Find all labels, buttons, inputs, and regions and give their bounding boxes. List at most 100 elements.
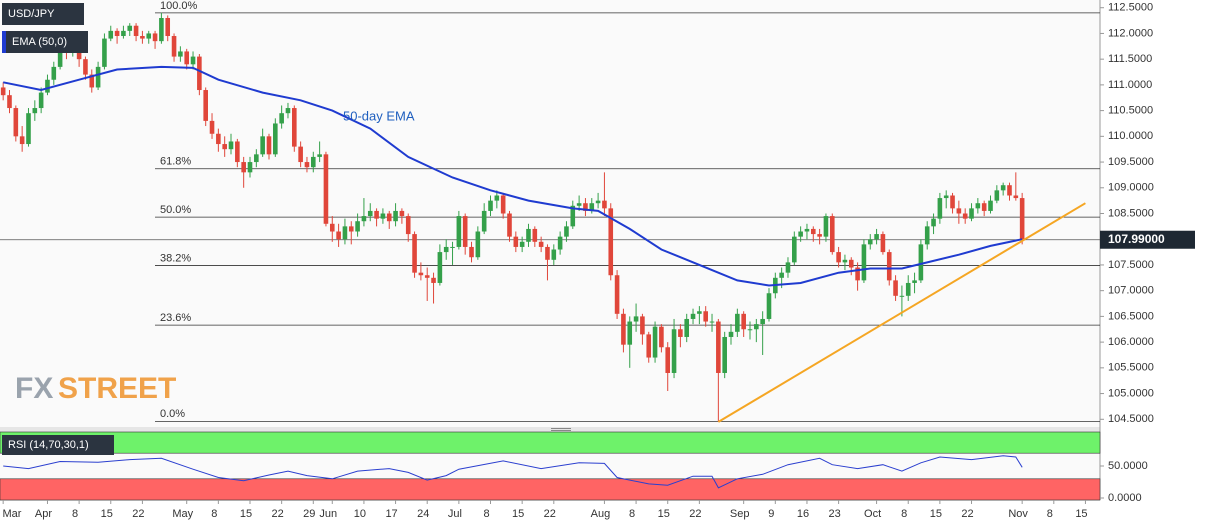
candle-body xyxy=(367,210,373,217)
ema-line xyxy=(3,65,1023,287)
candle-body xyxy=(842,259,848,263)
candle-body xyxy=(241,162,246,173)
y-tick-label: 112.5000 xyxy=(1108,2,1153,14)
candle-body xyxy=(13,108,19,137)
x-tick-label: 15 xyxy=(101,508,113,520)
candle-body xyxy=(519,241,525,247)
candle-body xyxy=(500,195,506,214)
candle-body xyxy=(950,195,955,209)
candle-body xyxy=(146,33,152,39)
candle-body xyxy=(184,51,190,65)
candle-body xyxy=(943,195,949,199)
candle-body xyxy=(437,252,443,283)
candle-body xyxy=(507,213,512,237)
x-tick-label: Sep xyxy=(730,508,750,520)
candle-body xyxy=(386,213,392,222)
candle-body xyxy=(374,210,379,219)
y-tick-label: 110.0000 xyxy=(1108,130,1153,142)
y-tick-label: 111.5000 xyxy=(1108,53,1152,65)
candle-body xyxy=(450,246,455,248)
candle-body xyxy=(716,321,721,373)
candle-body xyxy=(171,36,177,57)
x-tick-label: 17 xyxy=(385,508,397,520)
candle-body xyxy=(298,146,303,163)
x-tick-label: 22 xyxy=(689,508,701,520)
last-price-label: 107.99000 xyxy=(1108,232,1165,246)
x-tick-label: 22 xyxy=(961,508,973,520)
candle-body xyxy=(361,216,367,222)
rsi-legend-box[interactable] xyxy=(2,435,114,455)
candle-body xyxy=(817,234,822,237)
candle-body xyxy=(747,329,753,331)
candle-body xyxy=(855,267,860,281)
main-plot-bg xyxy=(0,0,1100,427)
candle-body xyxy=(1013,195,1019,199)
y-tick-label: 112.0000 xyxy=(1108,27,1153,39)
candle-body xyxy=(608,208,614,276)
candle-body xyxy=(937,198,943,219)
candle-body xyxy=(652,326,658,358)
candle-body xyxy=(292,108,297,147)
candle-body xyxy=(709,321,715,323)
candle-body xyxy=(32,108,38,114)
candle-body xyxy=(1019,198,1025,240)
candle-body xyxy=(140,36,145,39)
candle-body xyxy=(57,46,63,67)
candle-body xyxy=(475,231,481,258)
candle-body xyxy=(931,218,936,227)
candle-body xyxy=(323,154,329,224)
candle-body xyxy=(532,228,538,242)
candle-body xyxy=(304,162,310,168)
ema-legend-box[interactable] xyxy=(2,31,88,53)
panel-separator[interactable] xyxy=(0,427,1100,432)
candle-body xyxy=(235,141,240,163)
candle-body xyxy=(640,316,645,335)
x-tick-label: Apr xyxy=(35,508,52,520)
candle-body xyxy=(405,216,411,235)
candle-body xyxy=(621,313,626,345)
candle-body xyxy=(848,259,854,268)
candle-body xyxy=(114,30,120,37)
candle-body xyxy=(760,318,765,325)
candle-body xyxy=(26,113,31,145)
logo-street: STREET xyxy=(58,372,176,405)
candle-body xyxy=(912,280,917,283)
y-tick-label: 110.5000 xyxy=(1108,105,1153,117)
candle-body xyxy=(228,141,234,150)
candle-body xyxy=(108,30,114,39)
candle-body xyxy=(336,231,341,240)
candle-body xyxy=(551,249,557,260)
rsi-legend-label: RSI (14,70,30,1) xyxy=(8,439,89,451)
candle-body xyxy=(538,241,544,247)
candle-body xyxy=(469,246,474,258)
x-tick-label: 15 xyxy=(512,508,524,520)
candle-body xyxy=(861,244,867,281)
candle-body xyxy=(1007,185,1012,196)
candle-body xyxy=(165,18,171,37)
candle-body xyxy=(893,280,898,296)
candle-body xyxy=(741,313,746,330)
x-tick-label: 8 xyxy=(483,508,489,520)
candle-body xyxy=(962,213,968,219)
candle-body xyxy=(348,226,354,232)
candle-body xyxy=(602,200,607,209)
candle-body xyxy=(583,203,588,211)
candle-body xyxy=(956,208,962,214)
candle-body xyxy=(678,329,683,337)
ema-legend-swatch xyxy=(2,31,6,53)
last-price-box xyxy=(1100,230,1195,249)
candle-body xyxy=(462,216,468,247)
symbol-box[interactable] xyxy=(2,3,84,25)
fib-label: 0.0% xyxy=(160,408,185,420)
fib-label: 61.8% xyxy=(160,156,191,168)
candle-body xyxy=(823,216,829,237)
candle-body xyxy=(412,234,417,273)
candle-body xyxy=(260,136,265,155)
candle-body xyxy=(988,200,993,211)
x-tick-label: Nov xyxy=(1008,508,1028,520)
candle-body xyxy=(570,205,576,227)
x-tick-label: Jun xyxy=(319,508,337,520)
candle-body xyxy=(203,90,208,121)
candle-body xyxy=(880,234,886,253)
candle-body xyxy=(690,313,696,319)
